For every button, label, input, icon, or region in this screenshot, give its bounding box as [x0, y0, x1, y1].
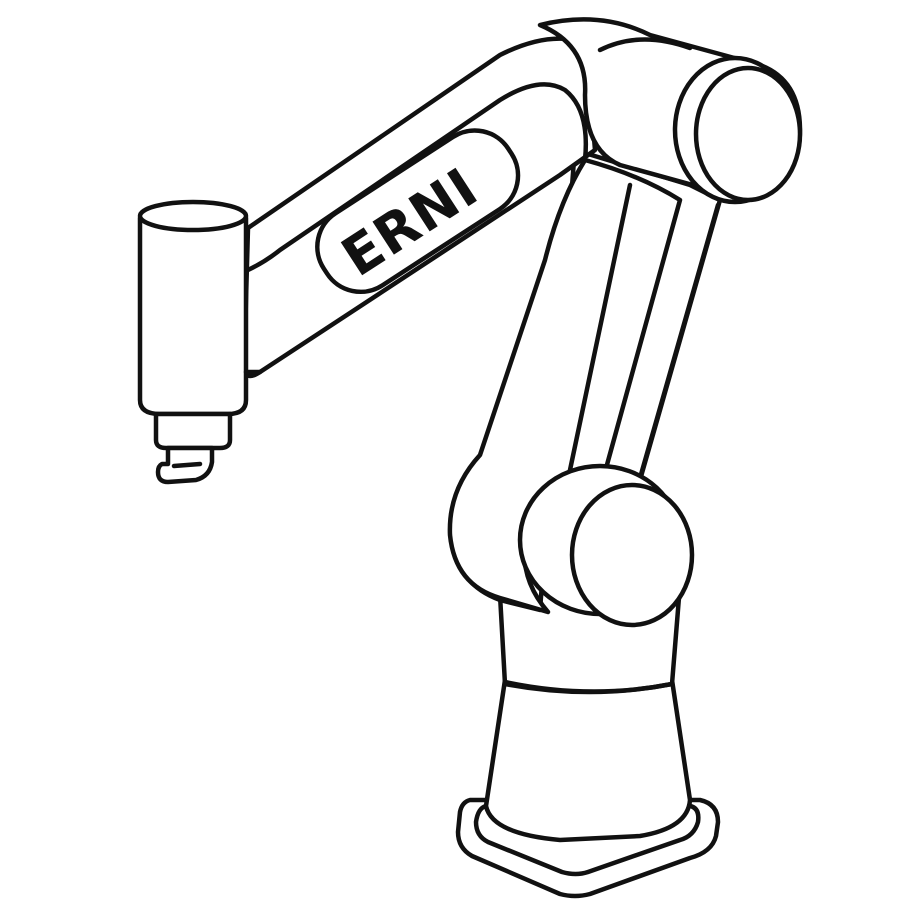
- brand-label-border: [315, 128, 521, 295]
- wrist: [137, 199, 263, 485]
- lower-arm-front-edge: [567, 182, 633, 473]
- elbow-joint: [537, 17, 803, 205]
- upper-arm: ERNI: [241, 36, 603, 379]
- tool-flange: [153, 411, 233, 451]
- shoulder-joint-cap: [569, 482, 695, 628]
- elbow-joint-seam: [597, 37, 693, 53]
- lower-arm-back-edge: [637, 202, 721, 481]
- shoulder-joint: [517, 463, 695, 628]
- base-collar-line: [502, 679, 675, 694]
- wrist-housing: [137, 215, 249, 417]
- upper-arm-crease: [245, 82, 588, 273]
- robot-base: [455, 582, 721, 899]
- wrist-top-cap: [137, 199, 249, 233]
- base-plate-inner-edge: [473, 803, 701, 877]
- lower-arm: [447, 147, 723, 615]
- tool-tip-detail: [171, 461, 203, 469]
- lower-arm-shell: [447, 157, 683, 615]
- elbow-joint-cap: [693, 65, 803, 203]
- base-pedestal-lower: [483, 677, 693, 843]
